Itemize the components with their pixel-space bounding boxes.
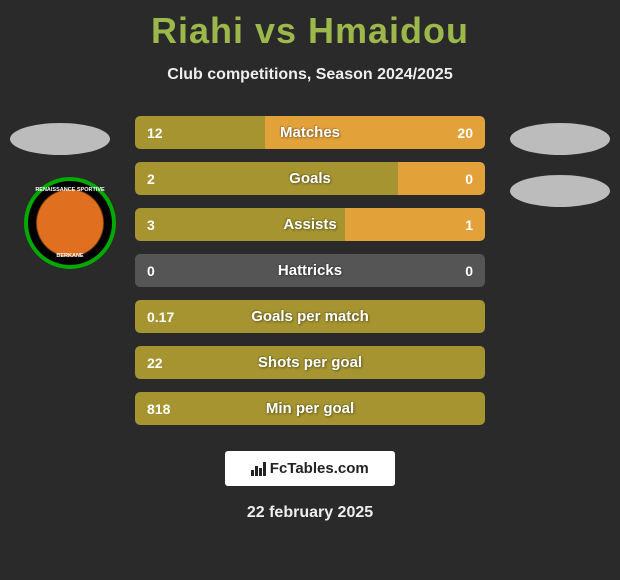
player2-badge-placeholder-2 xyxy=(510,175,610,207)
stat-row: Shots per goal22 xyxy=(135,346,485,379)
stat-row: Assists3 1 xyxy=(135,208,485,241)
stat-label: Assists xyxy=(135,216,485,233)
subtitle: Club competitions, Season 2024/2025 xyxy=(0,66,620,84)
stat-row: Goals2 0 xyxy=(135,162,485,195)
stat-row: Goals per match0.17 xyxy=(135,300,485,333)
stats-container: Matches1220Goals20Assists31Hattricks00Go… xyxy=(135,116,485,425)
player2-badge-placeholder-1 xyxy=(510,123,610,155)
page-title: Riahi vs Hmaidou xyxy=(0,0,620,52)
stat-value-left: 0 xyxy=(147,263,155,279)
stat-label: Goals per match xyxy=(135,308,485,325)
stat-row: Min per goal818 xyxy=(135,392,485,425)
stat-label: Matches xyxy=(135,124,485,141)
stat-value-right: 1 xyxy=(465,217,473,233)
stat-label: Hattricks xyxy=(135,262,485,279)
club-badge-text-top: RENAISSANCE SPORTIVE xyxy=(28,187,112,193)
chart-icon xyxy=(251,462,266,476)
stat-value-left: 22 xyxy=(147,355,163,371)
stat-value-right: 0 xyxy=(465,171,473,187)
stat-value-left: 12 xyxy=(147,125,163,141)
club-badge: RENAISSANCE SPORTIVE BERKANE xyxy=(24,177,116,269)
stat-row: Hattricks0 0 xyxy=(135,254,485,287)
stat-label: Shots per goal xyxy=(135,354,485,371)
date: 22 february 2025 xyxy=(0,504,620,522)
stat-value-left: 2 xyxy=(147,171,155,187)
stat-value-right: 0 xyxy=(465,263,473,279)
stat-value-left: 0.17 xyxy=(147,309,174,325)
brand-text: FcTables.com xyxy=(270,460,369,477)
stat-value-right: 20 xyxy=(457,125,473,141)
player1-badge-placeholder xyxy=(10,123,110,155)
stat-label: Min per goal xyxy=(135,400,485,417)
stat-value-left: 3 xyxy=(147,217,155,233)
brand-logo[interactable]: FcTables.com xyxy=(225,451,395,486)
stat-row: Matches12 20 xyxy=(135,116,485,149)
stat-value-left: 818 xyxy=(147,401,170,417)
stat-label: Goals xyxy=(135,170,485,187)
club-badge-text-bottom: BERKANE xyxy=(28,253,112,259)
